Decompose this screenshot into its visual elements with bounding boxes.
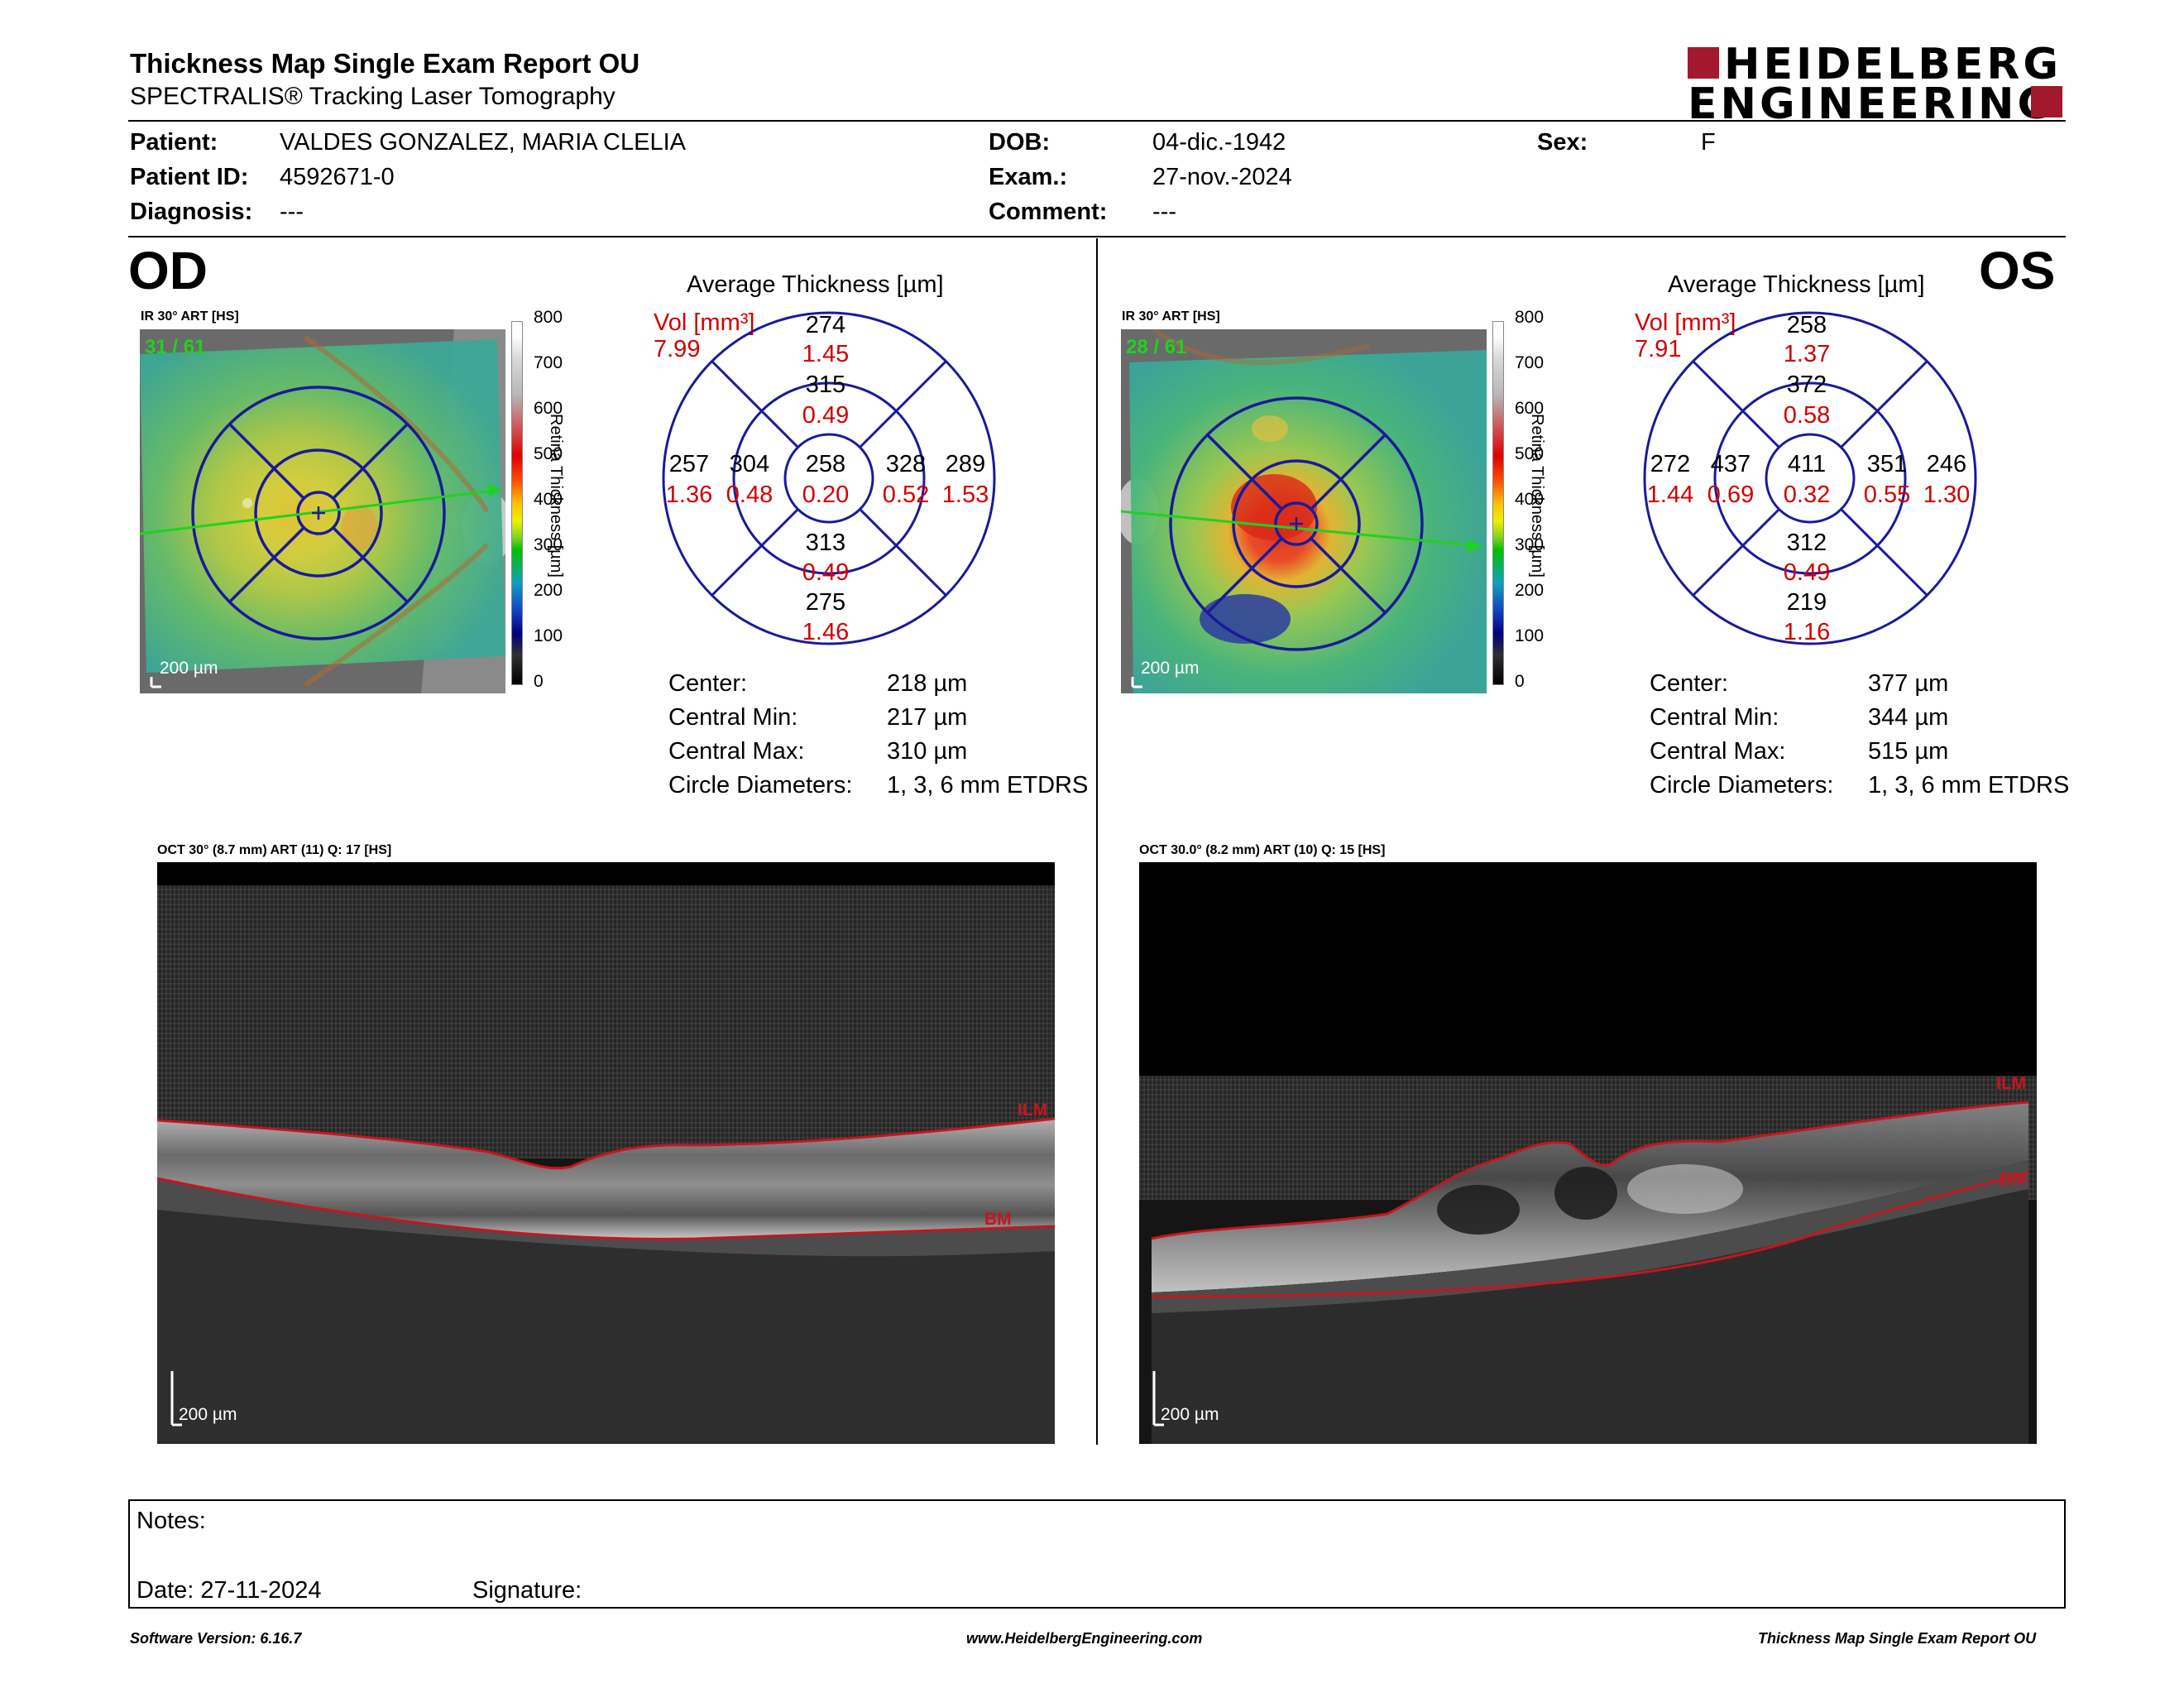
od-avg-title: Average Thickness [µm] bbox=[687, 271, 944, 298]
od-vol-label: Vol [mm³] bbox=[654, 309, 755, 336]
od-ilm-label: ILM bbox=[1018, 1101, 1048, 1120]
notes-box: Notes: Date: 27-11-2024 Signature: bbox=[128, 1499, 2066, 1609]
od-etdrs-diagram bbox=[662, 311, 996, 645]
os-legend-label: Retina Thickness [µm] bbox=[1528, 414, 1546, 578]
os-oct-scale: 200 µm bbox=[1161, 1405, 1219, 1424]
exam-value: 27-nov.-2024 bbox=[1152, 164, 1292, 190]
diagnosis-value: --- bbox=[280, 199, 304, 225]
diagnosis-label: Diagnosis: bbox=[130, 199, 253, 225]
os-vol-total: 7.91 bbox=[1635, 336, 1682, 362]
od-eye-label: OD bbox=[128, 241, 208, 300]
os-fundus-scale: 200 µm bbox=[1141, 659, 1200, 678]
os-frame-label: 28 / 61 bbox=[1126, 336, 1187, 358]
os-ilm-label: ILM bbox=[1996, 1074, 2027, 1093]
os-fundus-image: 28 / 61 200 µm bbox=[1121, 329, 1487, 693]
os-eye-label: OS bbox=[1979, 241, 2056, 300]
od-thickness-legend-bar bbox=[511, 321, 523, 685]
signature-label: Signature: bbox=[472, 1577, 582, 1604]
sex-value: F bbox=[1701, 129, 1716, 156]
comment-value: --- bbox=[1152, 199, 1176, 225]
patient-name: VALDES GONZALEZ, MARIA CLELIA bbox=[280, 129, 687, 156]
os-etdrs-diagram bbox=[1643, 311, 1977, 645]
os-oct-bscan: ILM BM 200 µm bbox=[1139, 862, 2037, 1444]
os-thickness-legend-bar bbox=[1492, 321, 1504, 685]
footer-website: www.HeidelbergEngineering.com bbox=[966, 1630, 1203, 1647]
od-bm-label: BM bbox=[984, 1210, 1012, 1229]
dob-value: 04-dic.-1942 bbox=[1152, 129, 1286, 156]
od-ir-label: IR 30° ART [HS] bbox=[141, 309, 239, 324]
os-vol-label: Vol [mm³] bbox=[1635, 309, 1736, 336]
date-label: Date: 27-11-2024 bbox=[136, 1577, 322, 1604]
os-bm-label: BM bbox=[2000, 1170, 2027, 1189]
od-oct-label: OCT 30° (8.7 mm) ART (11) Q: 17 [HS] bbox=[157, 843, 392, 857]
od-oct-bscan: ILM BM 200 µm bbox=[157, 862, 1055, 1444]
sex-label: Sex: bbox=[1537, 129, 1588, 156]
os-ir-label: IR 30° ART [HS] bbox=[1122, 309, 1220, 324]
od-oct-scale: 200 µm bbox=[179, 1405, 237, 1424]
footer-report-name: Thickness Map Single Exam Report OU bbox=[1758, 1630, 2037, 1647]
comment-label: Comment: bbox=[989, 199, 1108, 225]
od-frame-label: 31 / 61 bbox=[145, 336, 206, 358]
patient-id-label: Patient ID: bbox=[130, 164, 249, 190]
od-vol-total: 7.99 bbox=[654, 336, 701, 362]
od-etdrs-grid-overlay bbox=[140, 386, 501, 688]
patient-id: 4592671-0 bbox=[280, 164, 395, 190]
patient-label: Patient: bbox=[130, 129, 218, 156]
notes-label: Notes: bbox=[136, 1508, 206, 1534]
report-subtitle: SPECTRALIS® Tracking Laser Tomography bbox=[130, 83, 615, 110]
os-etdrs-grid-overlay bbox=[1121, 396, 1482, 688]
heidelberg-logo: HEIDELBERG ENGINEERING bbox=[1688, 40, 2062, 129]
exam-label: Exam.: bbox=[989, 164, 1068, 190]
os-oct-label: OCT 30.0° (8.2 mm) ART (10) Q: 15 [HS] bbox=[1139, 843, 1386, 857]
od-legend-label: Retina Thickness [µm] bbox=[547, 414, 565, 578]
eye-separator bbox=[1096, 238, 1098, 1445]
od-fundus-scale: 200 µm bbox=[160, 659, 218, 678]
os-avg-title: Average Thickness [µm] bbox=[1668, 271, 1925, 298]
dob-label: DOB: bbox=[989, 129, 1051, 156]
footer-software-version: Software Version: 6.16.7 bbox=[130, 1630, 302, 1647]
od-fundus-image: 31 / 61 200 µm bbox=[140, 329, 505, 693]
report-title: Thickness Map Single Exam Report OU bbox=[130, 48, 640, 79]
